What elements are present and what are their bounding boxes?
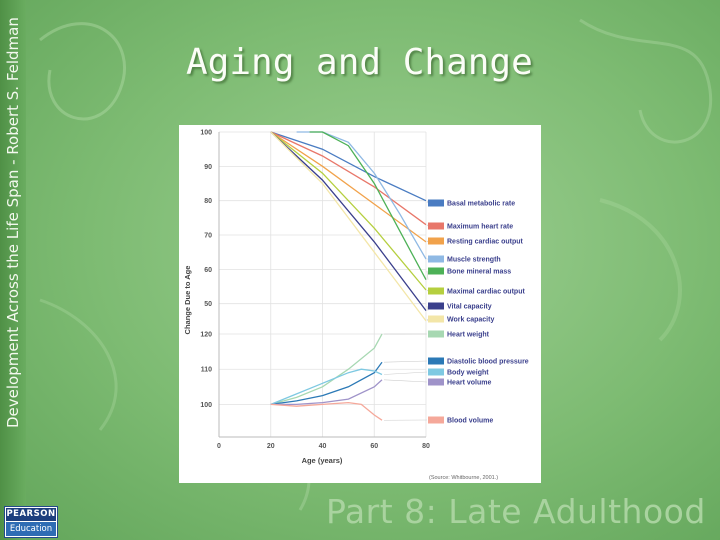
legend-swatch	[428, 267, 444, 275]
legend-label: Vital capacity	[447, 304, 492, 311]
legend-swatch	[428, 416, 444, 424]
y-tick-label: 110	[201, 367, 212, 374]
legend-swatch	[428, 199, 444, 207]
y-axis-label: Change Due to Age	[183, 266, 192, 335]
lower-series-line	[270, 401, 383, 421]
legend-swatch	[428, 255, 444, 263]
x-tick-label: 20	[267, 443, 275, 450]
legend-label: Body weight	[447, 370, 489, 377]
upper-series-line	[270, 131, 427, 243]
y-tick-label: 80	[204, 198, 212, 205]
legend-leader	[426, 240, 429, 243]
x-tick-label: 40	[319, 443, 327, 450]
legend-label: Resting cardiac output	[447, 239, 524, 246]
y-tick-label: 70	[204, 233, 212, 240]
legend-swatch	[428, 378, 444, 386]
legend-leader	[426, 200, 429, 204]
legend-leader	[383, 379, 428, 383]
pearson-logo: PEARSON Education	[4, 506, 58, 538]
legend-leader	[426, 224, 429, 227]
legend-leader	[426, 270, 429, 280]
y-tick-label: 120	[200, 332, 212, 339]
legend-label: Heart weight	[447, 332, 490, 339]
logo-education-label: Education	[6, 522, 56, 536]
legend-swatch	[428, 222, 444, 230]
upper-series-line	[270, 131, 427, 291]
upper-series-line	[270, 131, 427, 322]
upper-series-line	[270, 131, 427, 226]
legend-swatch	[428, 368, 444, 376]
legend-swatch	[428, 357, 444, 365]
legend-label: Blood volume	[447, 418, 493, 425]
lower-series-line	[270, 368, 383, 406]
legend-swatch	[428, 302, 444, 310]
y-tick-label: 50	[204, 301, 212, 308]
logo-pearson-label: PEARSON	[6, 508, 56, 521]
y-tick-label: 100	[200, 130, 212, 137]
legend-swatch	[428, 287, 444, 295]
legend-swatch	[428, 315, 444, 323]
y-tick-label: 60	[204, 267, 212, 274]
upper-series-line	[270, 131, 427, 202]
x-tick-label: 60	[370, 443, 378, 450]
aging-change-chart: 0 20 40 60 80 100 90 80 70 60 50 120 110 100 Basal me…	[183, 130, 529, 482]
legend-swatch	[428, 330, 444, 338]
chart-panel: 0 20 40 60 80 100 90 80 70 60 50 120 110 100 Basal me…	[179, 125, 541, 483]
x-axis-label: Age (years)	[302, 456, 343, 465]
y-tick-label: 90	[204, 164, 212, 171]
legend-label: Diastolic blood pressure	[447, 359, 529, 366]
legend-leader	[384, 360, 428, 363]
upper-series-line	[296, 131, 427, 260]
upper-series-line	[270, 131, 427, 311]
legend-label: Maximal cardiac output	[447, 289, 525, 296]
legend-leader	[383, 371, 428, 375]
legend-leader	[426, 318, 429, 322]
legend-label: Basal metabolic rate	[447, 201, 515, 208]
legend-label: Maximum heart rate	[447, 224, 513, 231]
legend-leader	[426, 305, 429, 311]
slide-title: Aging and Change	[186, 42, 533, 83]
slide-footer: Part 8: Late Adulthood	[326, 492, 706, 531]
upper-series-line	[309, 131, 427, 281]
legend-label: Bone mineral mass	[447, 269, 511, 276]
legend-label: Work capacity	[447, 317, 494, 324]
sidebar-band	[0, 0, 26, 540]
legend-label: Heart volume	[447, 380, 491, 387]
y-tick-label: 100	[200, 402, 212, 409]
legend-swatch	[428, 237, 444, 245]
legend-label: Muscle strength	[447, 257, 501, 264]
lower-series-line	[270, 379, 383, 406]
x-tick-label: 80	[422, 443, 430, 450]
x-tick-label: 0	[217, 443, 221, 450]
chart-source: (Source: Whitbourne, 2001.)	[429, 475, 498, 481]
legend-leader	[426, 289, 429, 292]
